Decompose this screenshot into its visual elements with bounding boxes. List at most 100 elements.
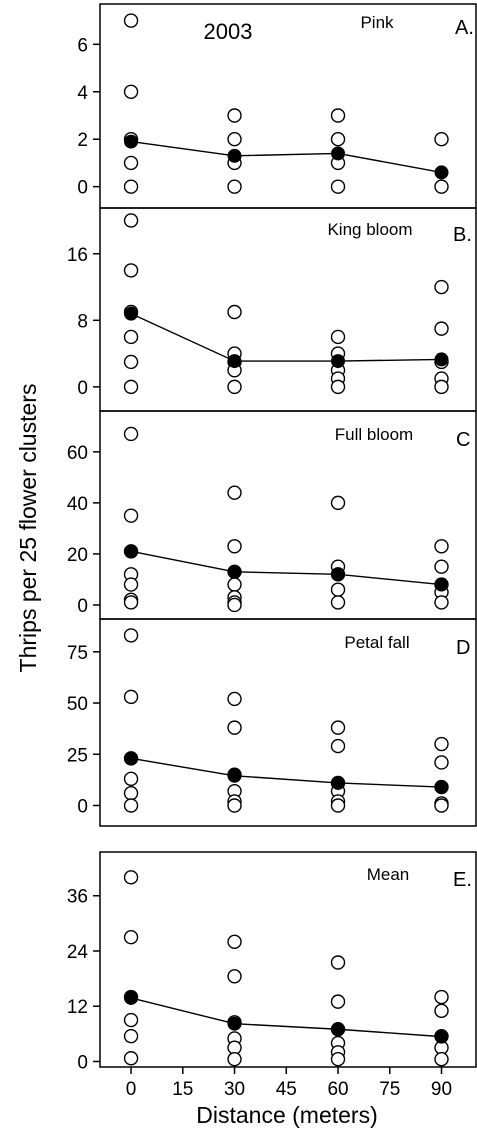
observation-point	[434, 1051, 449, 1067]
observation-point	[330, 798, 346, 813]
y-tick-label: 16	[67, 245, 88, 266]
observation-point	[227, 539, 242, 554]
observation-point	[123, 1012, 139, 1028]
observation-point	[434, 736, 449, 752]
observation-point	[434, 755, 449, 770]
observation-point	[330, 955, 346, 970]
panel-frame	[99, 410, 477, 620]
y-tick-label: 12	[67, 997, 88, 1018]
y-tick-label: 8	[77, 311, 88, 332]
mean-point	[124, 544, 139, 559]
observation-point	[227, 798, 242, 813]
mean-line	[130, 140, 442, 174]
y-tick-label: 60	[67, 443, 88, 464]
x-tick-label: 90	[431, 1079, 452, 1100]
observation-point	[330, 720, 346, 735]
mean-point	[434, 165, 449, 180]
panel-title: Petal fall	[344, 633, 409, 652]
x-tick-label: 0	[126, 1079, 137, 1100]
observation-point	[123, 628, 139, 643]
observation-point	[227, 934, 242, 949]
mean-point	[331, 567, 346, 582]
mean-point	[227, 354, 242, 369]
panel-frame	[99, 207, 477, 412]
year-label: 2003	[204, 19, 253, 44]
observation-point	[123, 1028, 139, 1044]
mean-point	[124, 134, 139, 149]
panel-frame	[99, 851, 477, 1068]
y-tick-label: 40	[67, 494, 88, 515]
mean-line	[130, 997, 442, 1038]
panel-letter: A.	[455, 17, 474, 39]
x-tick-label: 30	[224, 1079, 245, 1100]
observation-point	[227, 485, 242, 500]
observation-point	[227, 179, 242, 194]
observation-point	[330, 108, 346, 123]
observation-point	[330, 179, 346, 194]
mean-point	[434, 352, 449, 367]
observation-point	[123, 798, 139, 813]
observation-point	[123, 689, 139, 705]
observation-point	[330, 132, 346, 147]
observation-point	[227, 1051, 242, 1067]
mean-point	[227, 148, 242, 163]
y-tick-label: 2	[77, 130, 88, 151]
observation-point	[434, 132, 449, 147]
mean-point	[331, 775, 346, 790]
observation-point	[227, 132, 242, 147]
mean-point	[434, 577, 449, 592]
observation-point	[227, 691, 242, 707]
panel-letter: B.	[453, 224, 472, 246]
observation-point	[330, 595, 346, 610]
mean-point	[434, 780, 449, 795]
observation-point	[123, 929, 139, 945]
observation-point	[123, 1051, 139, 1066]
y-tick-label: 20	[67, 545, 88, 566]
panel-title: Pink	[360, 13, 394, 32]
observation-point	[123, 329, 139, 345]
mean-point	[124, 990, 139, 1005]
x-tick-label: 60	[327, 1079, 348, 1100]
observation-point	[434, 559, 449, 574]
observation-point	[434, 179, 449, 194]
y-axis-title: Thrips per 25 flower clusters	[15, 384, 41, 673]
y-tick-label: 6	[77, 35, 88, 56]
mean-point	[331, 354, 346, 369]
x-tick-label: 15	[172, 1079, 193, 1100]
mean-point	[434, 1029, 449, 1044]
panel-title: Mean	[367, 865, 410, 884]
observation-point	[123, 595, 139, 610]
y-tick-label: 36	[67, 887, 88, 908]
mean-point	[227, 1016, 242, 1031]
panel-frame	[99, 618, 477, 827]
mean-point	[227, 768, 242, 783]
x-tick-label: 45	[276, 1079, 297, 1100]
observation-point	[123, 179, 139, 194]
panel-letter: E.	[453, 869, 472, 891]
observation-point	[330, 994, 346, 1009]
y-tick-label: 0	[77, 596, 88, 617]
observation-point	[123, 426, 139, 442]
mean-line	[130, 757, 442, 788]
observation-point	[434, 321, 449, 336]
observation-point	[123, 577, 139, 592]
observation-point	[227, 597, 242, 613]
x-tick-label: 75	[379, 1079, 400, 1100]
y-tick-label: 0	[77, 178, 88, 199]
observation-point	[434, 279, 449, 295]
observation-point	[434, 1003, 449, 1019]
y-tick-label: 25	[67, 745, 88, 766]
observation-point	[227, 969, 242, 984]
observation-point	[123, 354, 139, 370]
x-axis-title: Distance (meters)	[196, 1102, 377, 1128]
observation-point	[330, 495, 346, 511]
observation-point	[123, 771, 139, 787]
observation-point	[330, 329, 346, 345]
y-tick-label: 4	[77, 83, 88, 104]
y-tick-label: 50	[67, 694, 88, 715]
panel-letter: C	[456, 429, 470, 451]
observation-point	[330, 738, 346, 754]
panel-frame	[99, 3, 477, 209]
observation-point	[227, 108, 242, 123]
